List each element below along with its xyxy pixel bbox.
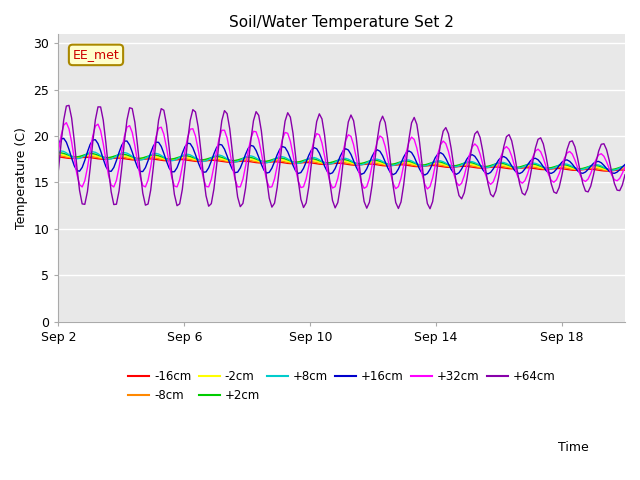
+32cm — [384, 156, 392, 162]
+2cm — [181, 153, 189, 159]
+8cm — [492, 161, 500, 167]
-8cm — [490, 163, 497, 169]
+16cm — [621, 162, 629, 168]
Line: +8cm: +8cm — [58, 151, 625, 170]
+8cm — [608, 168, 616, 173]
Line: +16cm: +16cm — [58, 138, 625, 175]
+2cm — [54, 150, 62, 156]
Text: Time: Time — [558, 441, 589, 454]
Line: -16cm: -16cm — [58, 157, 625, 171]
Text: EE_met: EE_met — [72, 48, 120, 61]
+32cm — [495, 162, 502, 168]
-2cm — [490, 162, 497, 168]
+2cm — [534, 162, 542, 168]
-8cm — [534, 165, 542, 171]
+8cm — [57, 148, 65, 154]
+64cm — [379, 113, 387, 119]
-2cm — [54, 151, 62, 157]
+16cm — [421, 172, 429, 178]
+8cm — [184, 151, 191, 157]
+16cm — [184, 140, 191, 146]
Legend: -16cm, -8cm, -2cm, +2cm, +8cm, +16cm, +32cm, +64cm: -16cm, -8cm, -2cm, +2cm, +8cm, +16cm, +3… — [124, 365, 560, 407]
+2cm — [621, 163, 629, 169]
+32cm — [621, 164, 629, 169]
Line: -2cm: -2cm — [58, 154, 625, 170]
-16cm — [534, 166, 542, 172]
+8cm — [384, 162, 392, 168]
+2cm — [490, 162, 497, 168]
+32cm — [424, 186, 431, 192]
-8cm — [181, 156, 189, 161]
+16cm — [60, 135, 68, 141]
+2cm — [381, 160, 389, 166]
+16cm — [384, 165, 392, 171]
+64cm — [200, 172, 207, 178]
+8cm — [200, 158, 207, 164]
+64cm — [495, 175, 502, 180]
-16cm — [54, 154, 62, 160]
+32cm — [54, 148, 62, 154]
+64cm — [384, 137, 392, 143]
-16cm — [621, 168, 629, 173]
+64cm — [65, 103, 73, 108]
+2cm — [197, 157, 205, 163]
+16cm — [54, 141, 62, 147]
-8cm — [605, 168, 613, 173]
+8cm — [621, 163, 629, 168]
+64cm — [184, 138, 191, 144]
-16cm — [181, 157, 189, 163]
+8cm — [54, 149, 62, 155]
+16cm — [200, 169, 207, 175]
+32cm — [63, 120, 70, 126]
-8cm — [376, 161, 384, 167]
-2cm — [621, 165, 629, 170]
Line: +32cm: +32cm — [58, 123, 625, 189]
+64cm — [54, 167, 62, 173]
+32cm — [184, 134, 191, 140]
-16cm — [197, 158, 205, 164]
+64cm — [540, 141, 547, 147]
+16cm — [495, 157, 502, 163]
-2cm — [197, 157, 205, 163]
+16cm — [540, 164, 547, 170]
Line: -8cm: -8cm — [58, 156, 625, 170]
-16cm — [376, 162, 384, 168]
-8cm — [621, 166, 629, 172]
+8cm — [379, 158, 387, 164]
Line: +2cm: +2cm — [58, 153, 625, 169]
+2cm — [376, 158, 384, 164]
-8cm — [381, 162, 389, 168]
-16cm — [490, 164, 497, 170]
-8cm — [197, 158, 205, 164]
+32cm — [200, 176, 207, 181]
Title: Soil/Water Temperature Set 2: Soil/Water Temperature Set 2 — [229, 15, 454, 30]
-2cm — [534, 164, 542, 169]
+32cm — [540, 155, 547, 161]
-2cm — [376, 160, 384, 166]
-2cm — [605, 167, 613, 173]
Line: +64cm: +64cm — [58, 106, 625, 209]
+64cm — [426, 206, 434, 212]
+8cm — [537, 163, 545, 168]
-16cm — [603, 168, 611, 174]
-8cm — [54, 153, 62, 158]
-2cm — [181, 154, 189, 160]
Y-axis label: Temperature (C): Temperature (C) — [15, 127, 28, 229]
-2cm — [381, 161, 389, 167]
+64cm — [621, 172, 629, 178]
-16cm — [381, 163, 389, 169]
+16cm — [379, 153, 387, 158]
+2cm — [608, 167, 616, 172]
+32cm — [379, 135, 387, 141]
